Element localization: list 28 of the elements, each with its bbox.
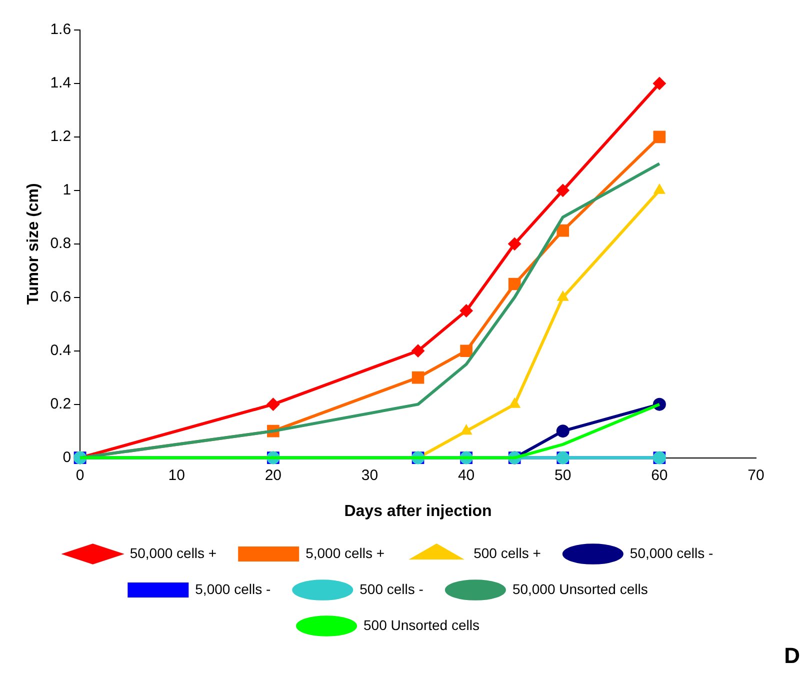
legend-label: 5,000 cells + — [306, 544, 385, 561]
y-tick-label: 1.4 — [50, 74, 72, 92]
legend-label: 50,000 cells + — [130, 544, 217, 561]
x-tick-label: 0 — [76, 466, 84, 484]
y-tick-label: 1.2 — [50, 128, 72, 146]
legend-label: 50,000 Unsorted cells — [512, 580, 648, 597]
y-axis-title: Tumor size (cm) — [25, 183, 42, 305]
y-tick-label: 0.4 — [50, 342, 72, 359]
x-axis-title: Days after injection — [344, 502, 492, 520]
x-tick-label: 40 — [458, 466, 475, 484]
y-tick-label: 1 — [62, 182, 72, 199]
legend-label: 500 cells + — [474, 544, 541, 561]
y-tick-label: 0.2 — [50, 395, 72, 412]
x-tick-label: 20 — [264, 466, 282, 484]
x-tick-label: 30 — [361, 466, 378, 484]
y-tick-label: 0.6 — [50, 288, 72, 306]
legend-label: 500 cells - — [360, 580, 424, 597]
x-tick-label: 60 — [651, 466, 668, 484]
y-tick-label: 0 — [62, 448, 72, 466]
text: D — [784, 643, 800, 668]
x-tick-label: 10 — [168, 466, 185, 484]
legend-label: 5,000 cells - — [195, 580, 271, 597]
x-tick-label: 70 — [748, 466, 764, 484]
y-tick-label: 1.6 — [50, 21, 72, 38]
y-tick-label: 0.8 — [50, 235, 72, 252]
legend-label: 500 Unsorted cells — [364, 616, 480, 633]
x-tick-label: 50 — [554, 466, 572, 484]
legend-label: 50,000 cells - — [630, 544, 714, 561]
